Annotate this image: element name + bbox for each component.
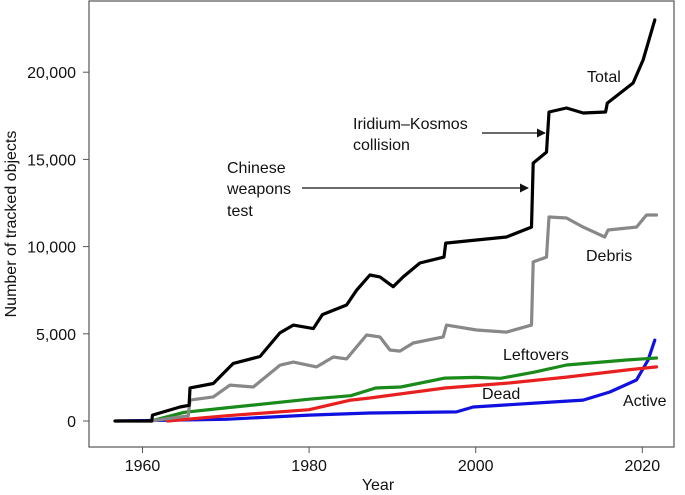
annotation-line: test <box>227 203 253 220</box>
series-line-leftovers <box>149 356 659 423</box>
plot-frame <box>88 0 675 448</box>
y-tick-label: 5,000 <box>36 327 76 344</box>
series-label-debris: Debris <box>586 248 632 265</box>
x-axis-label: Year <box>362 477 395 494</box>
series-line-active <box>115 338 657 423</box>
y-axis-label: Number of tracked objects <box>3 131 20 318</box>
x-axis: 1960 1980 2000 2020 <box>125 447 660 475</box>
series-group <box>113 18 659 423</box>
annotation-line: Iridium–Kosmos <box>353 116 468 133</box>
series-label-active: Active <box>623 393 667 410</box>
x-tick-label: 1960 <box>125 458 161 475</box>
y-tick-label: 15,000 <box>27 152 76 169</box>
annotation-line: Chinese <box>227 160 286 177</box>
y-tick-label: 0 <box>67 414 76 431</box>
y-tick-label: 20,000 <box>27 65 76 82</box>
annotation-chinese-weapons-test: Chinese weapons test <box>226 160 529 220</box>
series-label-total: Total <box>587 69 621 86</box>
y-axis: 0 5,000 10,000 15,000 20,000 <box>27 65 89 431</box>
series-line-dead <box>165 365 659 423</box>
series-label-leftovers: Leftovers <box>503 347 569 364</box>
series-line-debris <box>149 213 659 423</box>
annotation-line: weapons <box>226 181 291 198</box>
x-tick-label: 2020 <box>625 458 661 475</box>
annotation-line: collision <box>353 137 410 154</box>
annotation-iridium-kosmos: Iridium–Kosmos collision <box>353 116 546 154</box>
x-tick-label: 2000 <box>458 458 494 475</box>
series-label-dead: Dead <box>482 386 520 403</box>
x-tick-label: 1980 <box>291 458 327 475</box>
series-line-total <box>113 18 657 423</box>
y-tick-label: 10,000 <box>27 240 76 257</box>
